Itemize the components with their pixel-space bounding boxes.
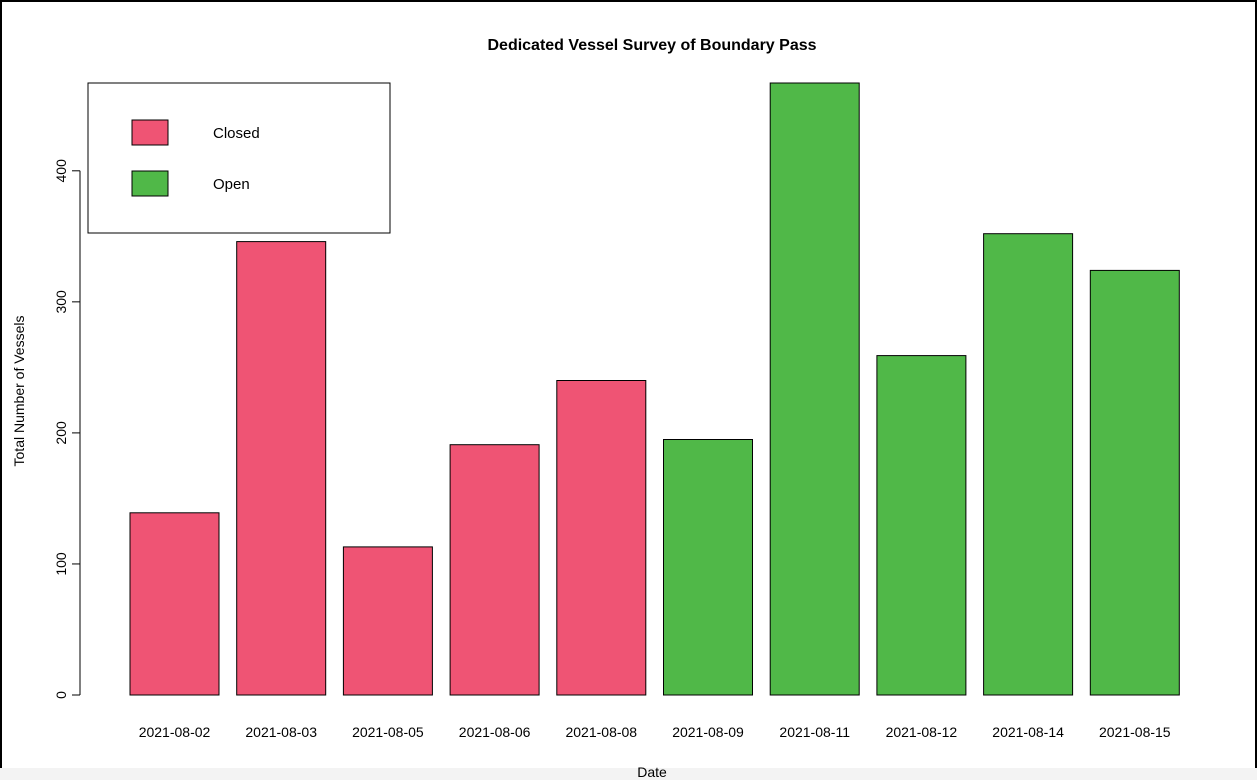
x-tick-label: 2021-08-15	[1099, 724, 1171, 740]
y-tick-label: 0	[53, 691, 69, 699]
bar	[342, 546, 433, 696]
bars	[129, 82, 1180, 696]
legend: Closed Open	[87, 82, 391, 234]
legend-swatch-open	[131, 170, 169, 197]
x-tick-label: 2021-08-09	[672, 724, 744, 740]
legend-box	[87, 82, 391, 234]
bar	[663, 439, 753, 696]
x-tick-label: 2021-08-03	[245, 724, 317, 740]
bar	[983, 233, 1074, 696]
x-tick-label: 2021-08-08	[565, 724, 637, 740]
bar	[1089, 269, 1180, 696]
y-tick-label: 200	[53, 421, 69, 445]
x-axis-label: Date	[637, 764, 667, 780]
x-tick-label: 2021-08-06	[459, 724, 531, 740]
legend-label-closed: Closed	[213, 125, 260, 142]
x-tick-label: 2021-08-05	[352, 724, 424, 740]
bottom-strip	[0, 768, 1257, 780]
bar	[556, 380, 647, 696]
bar	[449, 444, 540, 696]
x-tick-label: 2021-08-11	[779, 724, 850, 740]
y-tick-label: 100	[53, 552, 69, 576]
chart-title: Dedicated Vessel Survey of Boundary Pass	[487, 37, 816, 54]
y-tick-label: 400	[53, 159, 69, 183]
bar	[129, 512, 220, 696]
y-axis-label: Total Number of Vessels	[11, 316, 27, 467]
legend-swatch-closed	[131, 119, 169, 146]
y-axis: 0 100 200 300 400	[53, 159, 81, 699]
legend-label-open: Open	[213, 176, 250, 193]
bar	[876, 355, 967, 696]
x-tick-label: 2021-08-14	[992, 724, 1064, 740]
bar	[769, 82, 860, 696]
y-tick-label: 300	[53, 290, 69, 314]
bar	[236, 241, 327, 696]
x-tick-labels: 2021-08-02 2021-08-03 2021-08-05 2021-08-06…	[139, 724, 1171, 740]
x-tick-label: 2021-08-12	[886, 724, 958, 740]
x-tick-label: 2021-08-02	[139, 724, 211, 740]
